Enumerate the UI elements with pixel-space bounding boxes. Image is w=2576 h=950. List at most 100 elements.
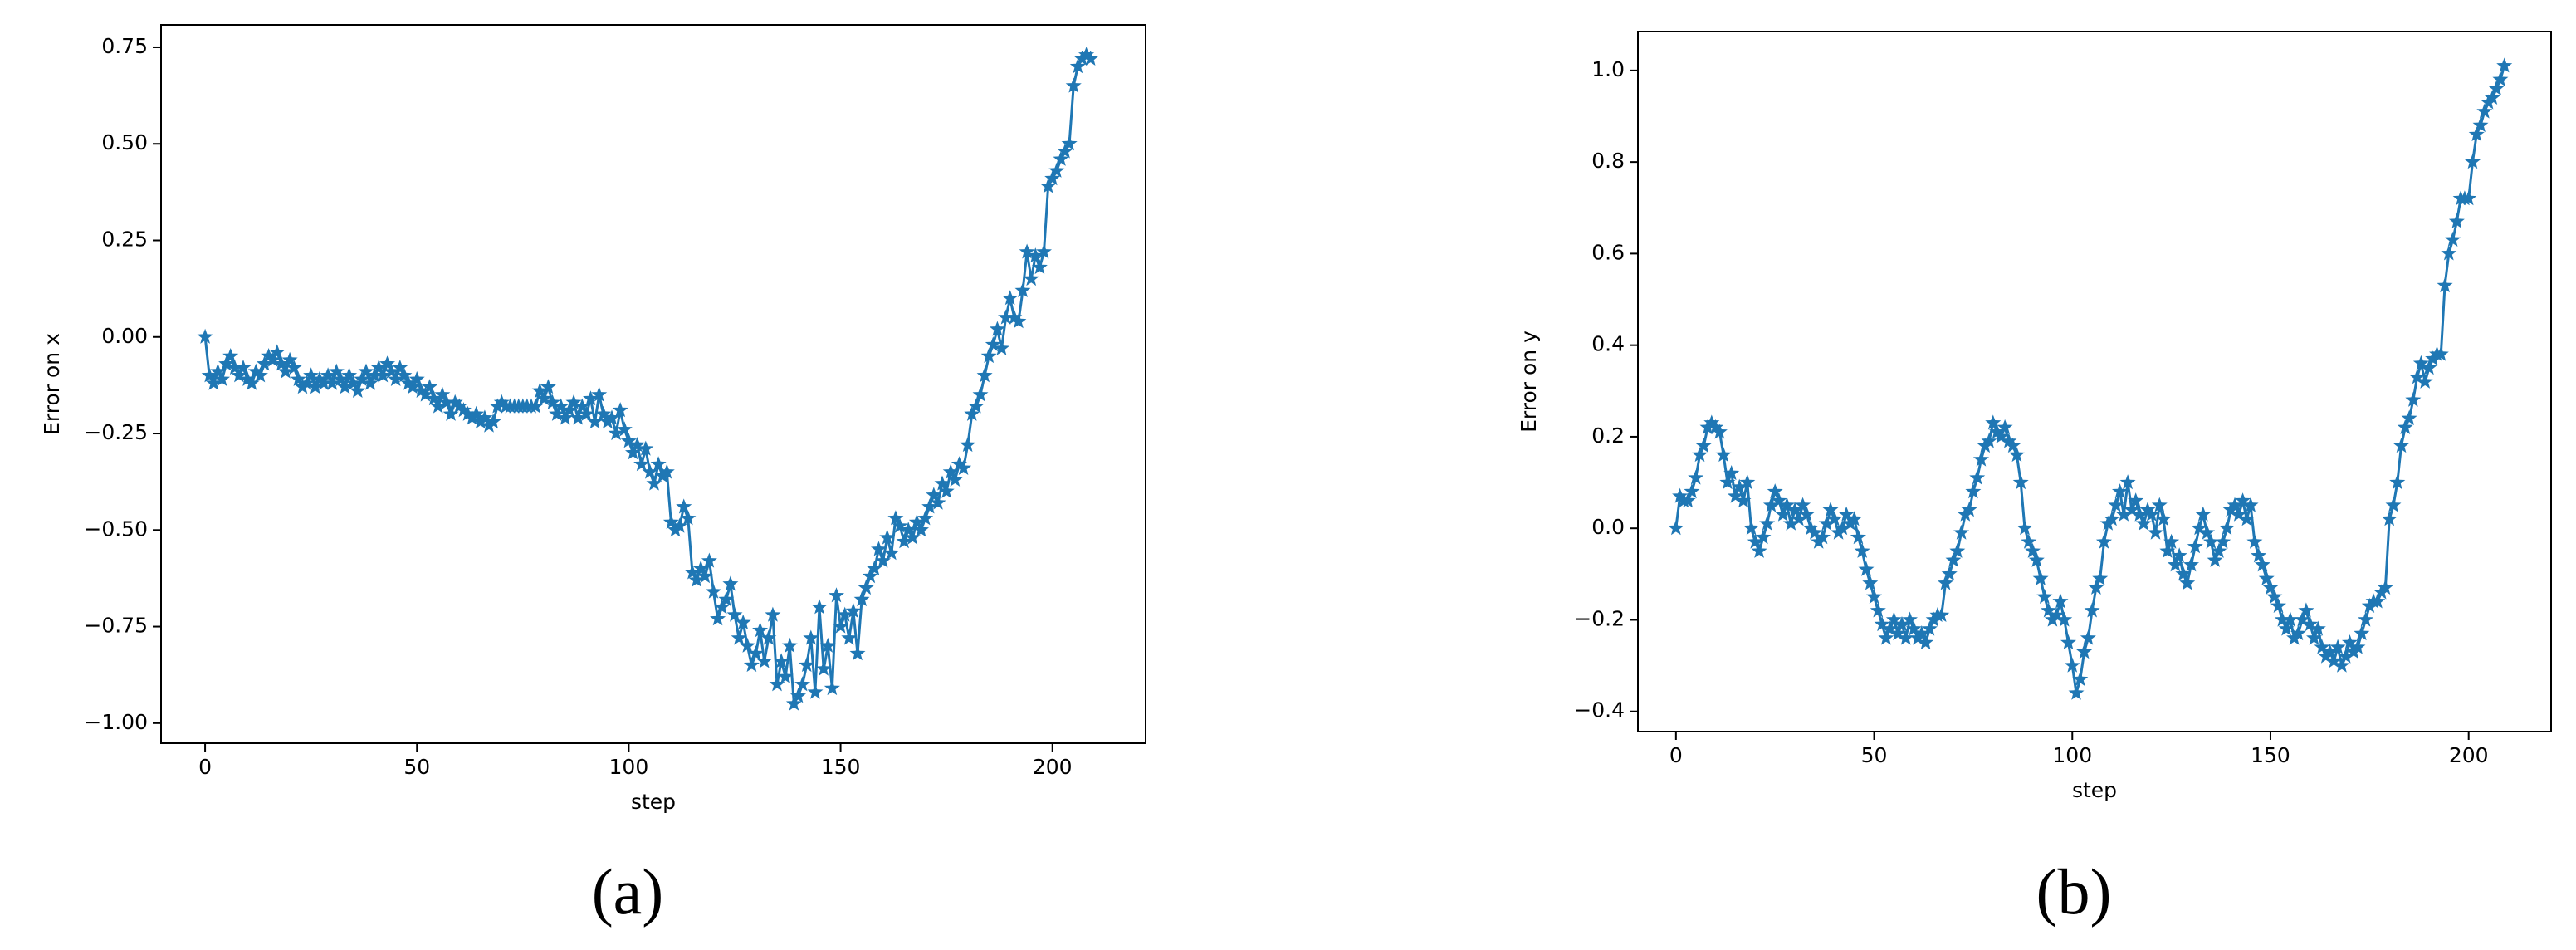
point-marker	[328, 363, 345, 379]
point-marker	[913, 522, 929, 537]
point-marker	[472, 414, 489, 429]
y-tick-label: 0.8	[1591, 149, 1625, 173]
point-marker	[1985, 414, 2002, 430]
point-marker	[303, 367, 320, 383]
point-marker	[658, 463, 675, 479]
point-marker	[273, 355, 290, 371]
y-axis-label: Error on x	[40, 333, 64, 435]
y-tick-label: 0.6	[1591, 240, 1625, 264]
point-marker	[404, 379, 421, 394]
point-marker	[726, 606, 743, 622]
point-marker	[265, 351, 281, 367]
point-marker	[545, 394, 561, 409]
point-marker	[1727, 487, 1743, 503]
axes-frame	[160, 24, 1146, 744]
point-marker	[998, 309, 1014, 325]
x-tick-label: 150	[2251, 743, 2290, 767]
point-marker	[1905, 620, 1922, 636]
point-marker	[612, 402, 628, 418]
point-marker	[714, 599, 731, 615]
point-marker	[756, 653, 773, 668]
point-marker	[2155, 511, 2172, 526]
point-marker	[261, 348, 277, 364]
point-marker	[417, 386, 433, 402]
point-marker	[2401, 409, 2417, 425]
point-marker	[662, 514, 679, 530]
point-marker	[616, 421, 633, 437]
point-marker	[904, 529, 921, 545]
x-tick-label: 100	[2052, 743, 2092, 767]
point-marker	[315, 375, 332, 390]
point-marker	[1684, 483, 1700, 499]
point-marker	[1053, 150, 1069, 166]
point-marker	[1006, 309, 1023, 325]
point-marker	[2036, 588, 2053, 604]
point-marker	[269, 344, 286, 360]
point-marker	[2108, 497, 2124, 512]
point-marker	[2072, 671, 2089, 687]
point-marker	[455, 402, 472, 418]
point-marker	[2329, 639, 2346, 654]
point-marker	[2016, 520, 2033, 536]
point-marker	[257, 355, 272, 371]
point-marker	[2163, 533, 2180, 549]
point-marker	[773, 653, 789, 668]
point-marker	[2302, 616, 2319, 632]
point-marker	[2306, 629, 2322, 645]
point-marker	[2032, 570, 2049, 585]
point-marker	[2056, 611, 2073, 627]
point-marker	[2112, 483, 2129, 499]
point-marker	[752, 622, 769, 638]
point-marker	[2448, 213, 2465, 228]
point-marker	[1031, 259, 1048, 275]
point-marker	[1846, 511, 1863, 526]
point-marker	[247, 363, 264, 379]
point-marker	[964, 405, 980, 421]
point-marker	[815, 660, 832, 676]
point-marker	[1083, 50, 1099, 66]
point-marker	[1057, 143, 1073, 159]
point-marker	[2417, 373, 2433, 389]
point-marker	[994, 340, 1009, 355]
point-marker	[595, 405, 612, 421]
point-marker	[896, 533, 912, 549]
point-marker	[1019, 243, 1035, 259]
point-marker	[2151, 497, 2168, 512]
point-marker	[769, 676, 785, 692]
point-marker	[2115, 506, 2132, 522]
point-marker	[2441, 245, 2457, 261]
point-marker	[540, 379, 556, 394]
point-marker	[311, 370, 328, 386]
point-marker	[1731, 478, 1747, 494]
point-marker	[1885, 611, 1902, 627]
point-marker	[2148, 524, 2163, 540]
point-marker	[1989, 424, 2006, 439]
point-marker	[2405, 391, 2422, 407]
point-marker	[1822, 502, 1839, 517]
chart: 0 50 100 150 200 −0.4 −0.2 0.0 0.2 0.4 0.6 0.8 1.0 st…	[1517, 31, 2552, 928]
point-marker	[2484, 89, 2500, 105]
point-marker	[569, 409, 586, 425]
point-marker	[2171, 547, 2187, 563]
point-marker	[493, 394, 510, 409]
point-marker	[853, 591, 870, 607]
point-marker	[379, 355, 395, 371]
x-tick-label: 50	[1861, 743, 1888, 767]
chart: 0 50 100 150 200 −1.00 −0.75 −0.50 −0.25 0.00 0.25…	[40, 24, 1146, 928]
point-marker	[908, 514, 925, 530]
point-marker	[197, 328, 213, 344]
point-marker	[1679, 492, 1696, 508]
point-marker	[1069, 58, 1086, 74]
point-marker	[2251, 547, 2267, 563]
point-marker	[349, 382, 366, 398]
point-marker	[1981, 433, 1997, 448]
x-tick-label: 0	[198, 755, 212, 779]
point-marker	[722, 575, 739, 591]
y-tick-label: 0.75	[101, 34, 148, 58]
point-marker	[1755, 529, 1772, 545]
point-marker	[422, 379, 438, 394]
point-marker	[743, 657, 760, 673]
point-marker	[837, 606, 853, 622]
point-marker	[2246, 533, 2263, 549]
point-marker	[1036, 243, 1052, 259]
